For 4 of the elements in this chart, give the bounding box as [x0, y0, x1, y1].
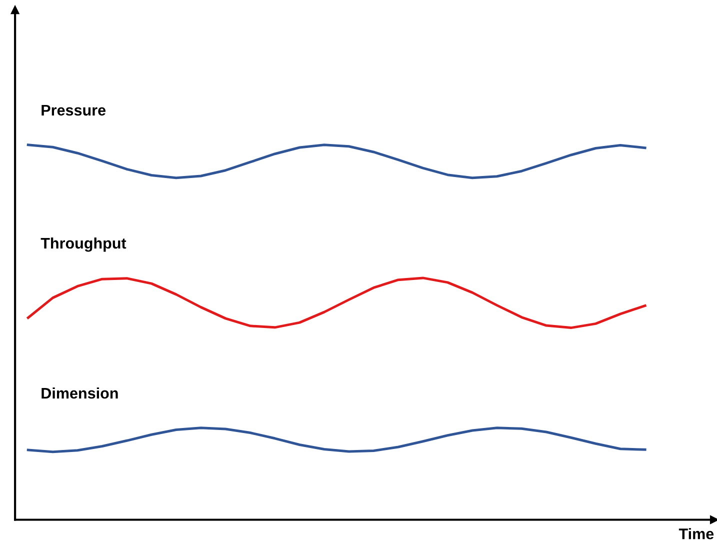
text: Dimension: [42, 387, 118, 399]
series-label: Pressure: [42, 104, 106, 116]
series-label: Throughput: [40, 237, 126, 252]
x-axis-title: Time: [678, 528, 714, 540]
